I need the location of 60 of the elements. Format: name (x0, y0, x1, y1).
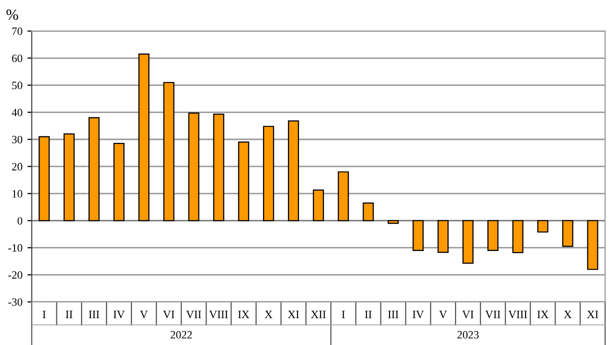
text: 2023 (457, 331, 479, 339)
x-tick-label: XII (310, 310, 326, 318)
y-tick-label: 60 (12, 54, 22, 62)
y-tick-label: 70 (12, 28, 22, 36)
x-tick-label: IX (537, 310, 548, 318)
x-tick-label: VII (186, 310, 202, 318)
bar (512, 220, 524, 254)
x-tick-label: IV (114, 310, 125, 318)
x-tick-label: II (66, 310, 72, 318)
y-tick-label: 50 (12, 82, 22, 90)
bar (263, 126, 274, 222)
bar (64, 133, 75, 222)
y-axis-title: % (6, 10, 18, 20)
y-tick-label: -30 (8, 298, 22, 306)
bar (462, 220, 474, 264)
x-tick-label: X (264, 310, 272, 318)
x-tick-label: XI (288, 310, 299, 318)
y-tick-label: -10 (8, 244, 22, 252)
y-tick-label: -20 (8, 271, 22, 279)
x-tick-label: II (364, 310, 372, 318)
bar (537, 220, 548, 233)
bar (438, 220, 449, 253)
bar (138, 54, 150, 222)
x-tick-label: IX (238, 310, 250, 318)
x-tick-label: I (42, 310, 46, 318)
x-tick-label: III (388, 310, 398, 318)
bar (312, 189, 324, 222)
bar (587, 220, 598, 270)
y-tick-label: 40 (12, 108, 22, 116)
x-tick-label: VIII (508, 310, 528, 318)
bar (412, 220, 424, 251)
bar (213, 114, 224, 222)
x-tick-label: IV (412, 310, 424, 318)
bar (487, 220, 498, 251)
x-tick-label: V (140, 310, 148, 318)
x-tick-label: XI (587, 310, 598, 318)
bar (88, 117, 100, 222)
x-tick-label: V (439, 310, 447, 318)
bar (113, 142, 125, 222)
bar (238, 142, 250, 222)
bar (288, 120, 300, 222)
bar (38, 136, 50, 222)
text: 2022 (170, 331, 192, 339)
bar (388, 220, 399, 224)
x-tick-label: X (564, 310, 572, 318)
x-tick-label: VII (485, 310, 500, 318)
x-tick-label: I (342, 310, 345, 318)
bar (163, 82, 174, 222)
bar (338, 171, 349, 222)
y-tick-label: 0 (18, 217, 22, 225)
bar (188, 112, 200, 222)
y-tick-label: 20 (12, 162, 22, 170)
y-tick-label: 30 (12, 136, 22, 144)
x-tick-label: VI (163, 310, 174, 318)
bar (362, 202, 374, 222)
bar (562, 220, 574, 247)
x-tick-label: VIII (209, 310, 228, 318)
x-tick-label: VI (462, 310, 474, 318)
y-tick-label: 10 (12, 190, 22, 198)
x-tick-label: III (88, 310, 100, 318)
